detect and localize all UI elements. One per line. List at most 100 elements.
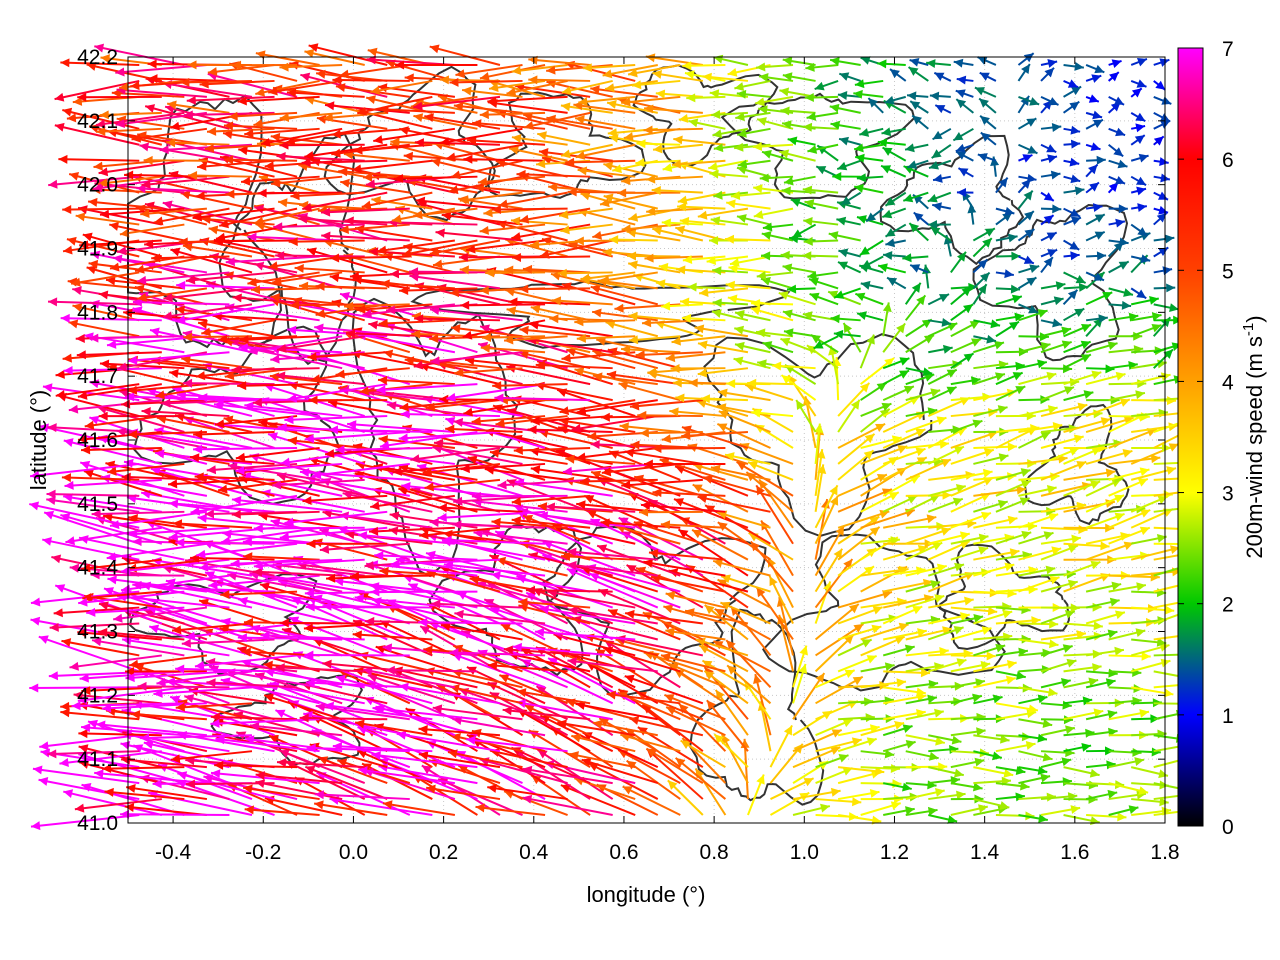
wind-vector — [905, 626, 953, 641]
wind-vector — [193, 429, 275, 439]
x-tick-label: 0.6 — [609, 841, 638, 864]
wind-vector — [698, 644, 749, 673]
wind-vector — [84, 415, 162, 430]
wind-vector — [538, 511, 636, 529]
wind-vector — [837, 788, 880, 801]
wind-vector — [171, 622, 253, 635]
wind-vector — [210, 718, 320, 728]
y-tick-label: 41.2 — [77, 684, 118, 707]
wind-vectors — [29, 43, 1203, 831]
wind-vector — [46, 496, 140, 513]
wind-vector — [253, 558, 365, 571]
wind-vector — [1063, 677, 1099, 689]
wind-vector — [1108, 747, 1142, 757]
wind-vector — [447, 749, 523, 769]
wind-vector — [973, 609, 1013, 625]
wind-vector — [973, 750, 1003, 761]
wind-vector — [1040, 544, 1079, 561]
wind-vector — [905, 416, 947, 433]
wind-vector — [1108, 467, 1150, 481]
wind-vector — [768, 575, 794, 624]
wind-vector — [697, 494, 771, 513]
wind-vector — [950, 693, 983, 705]
wind-vector — [59, 750, 162, 767]
wind-vector — [626, 564, 704, 609]
wind-vector — [1108, 509, 1151, 529]
wind-vector — [357, 531, 455, 545]
wind-vector — [1108, 805, 1139, 816]
wind-vector — [354, 719, 433, 737]
wind-vector — [97, 627, 185, 641]
wind-vector — [1130, 545, 1181, 561]
wind-vector — [1108, 782, 1149, 795]
wind-vector — [306, 539, 388, 549]
wind-vector — [90, 570, 185, 580]
wind-vector — [928, 596, 974, 609]
wind-vector — [1108, 757, 1145, 769]
wind-vector — [106, 542, 208, 562]
wind-vector — [726, 664, 772, 705]
wind-vector — [425, 399, 501, 412]
x-tick-label: -0.2 — [245, 841, 281, 864]
wind-vector — [512, 642, 613, 657]
wind-vector — [640, 501, 726, 513]
wind-vector — [332, 741, 433, 753]
wind-vector — [905, 734, 946, 746]
wind-vector — [576, 446, 658, 462]
wind-vector — [769, 724, 793, 768]
wind-vector — [359, 383, 433, 396]
wind-vector — [704, 604, 749, 641]
wind-vector — [181, 638, 275, 648]
wind-vector — [837, 638, 873, 657]
wind-vector — [1063, 417, 1111, 433]
wind-vector — [1018, 718, 1053, 729]
wind-vector — [837, 526, 881, 561]
wind-vector — [163, 583, 275, 593]
wind-vector — [1085, 646, 1125, 657]
contour-line — [703, 333, 933, 538]
wind-vector — [1108, 390, 1146, 402]
x-axis-label: longitude (°) — [587, 882, 706, 907]
wind-vector — [1085, 398, 1131, 417]
wind-vector — [308, 395, 388, 405]
wind-vector — [660, 520, 726, 530]
wind-vector — [814, 484, 839, 529]
wind-vector — [860, 402, 892, 417]
wind-vector — [882, 605, 923, 625]
wind-vector — [560, 784, 636, 816]
wind-vector — [1108, 454, 1161, 465]
y-tick-label: 41.5 — [77, 493, 118, 516]
wind-vector — [928, 484, 967, 497]
wind-vector — [460, 462, 546, 474]
wind-vector — [995, 530, 1032, 545]
wind-vector — [860, 749, 895, 759]
wind-vector — [305, 678, 410, 689]
wind-vector — [622, 785, 681, 816]
wind-vector — [322, 601, 433, 611]
wind-vector — [324, 701, 433, 721]
wind-vector — [792, 803, 831, 816]
wind-vector — [592, 719, 658, 737]
wind-vector — [524, 704, 591, 737]
wind-vector — [511, 516, 591, 529]
wind-vector — [815, 797, 862, 807]
wind-vector — [905, 647, 949, 657]
wind-vector — [665, 591, 726, 609]
wind-vector — [995, 497, 1031, 513]
wind-vector — [1018, 638, 1059, 649]
wind-vector — [1131, 747, 1161, 757]
wind-vector — [665, 706, 726, 737]
wind-vector — [1085, 581, 1122, 593]
wind-vector — [217, 478, 298, 494]
wind-vector — [81, 686, 162, 696]
wind-vector — [77, 383, 162, 400]
wind-vector — [287, 436, 365, 449]
wind-vector — [156, 670, 253, 687]
wind-vector — [527, 425, 613, 435]
wind-vector — [928, 766, 964, 778]
wind-vector — [950, 533, 989, 545]
wind-vector — [860, 662, 895, 673]
wind-vector — [713, 733, 749, 768]
wind-vector — [32, 765, 140, 785]
wind-vector — [314, 790, 410, 801]
